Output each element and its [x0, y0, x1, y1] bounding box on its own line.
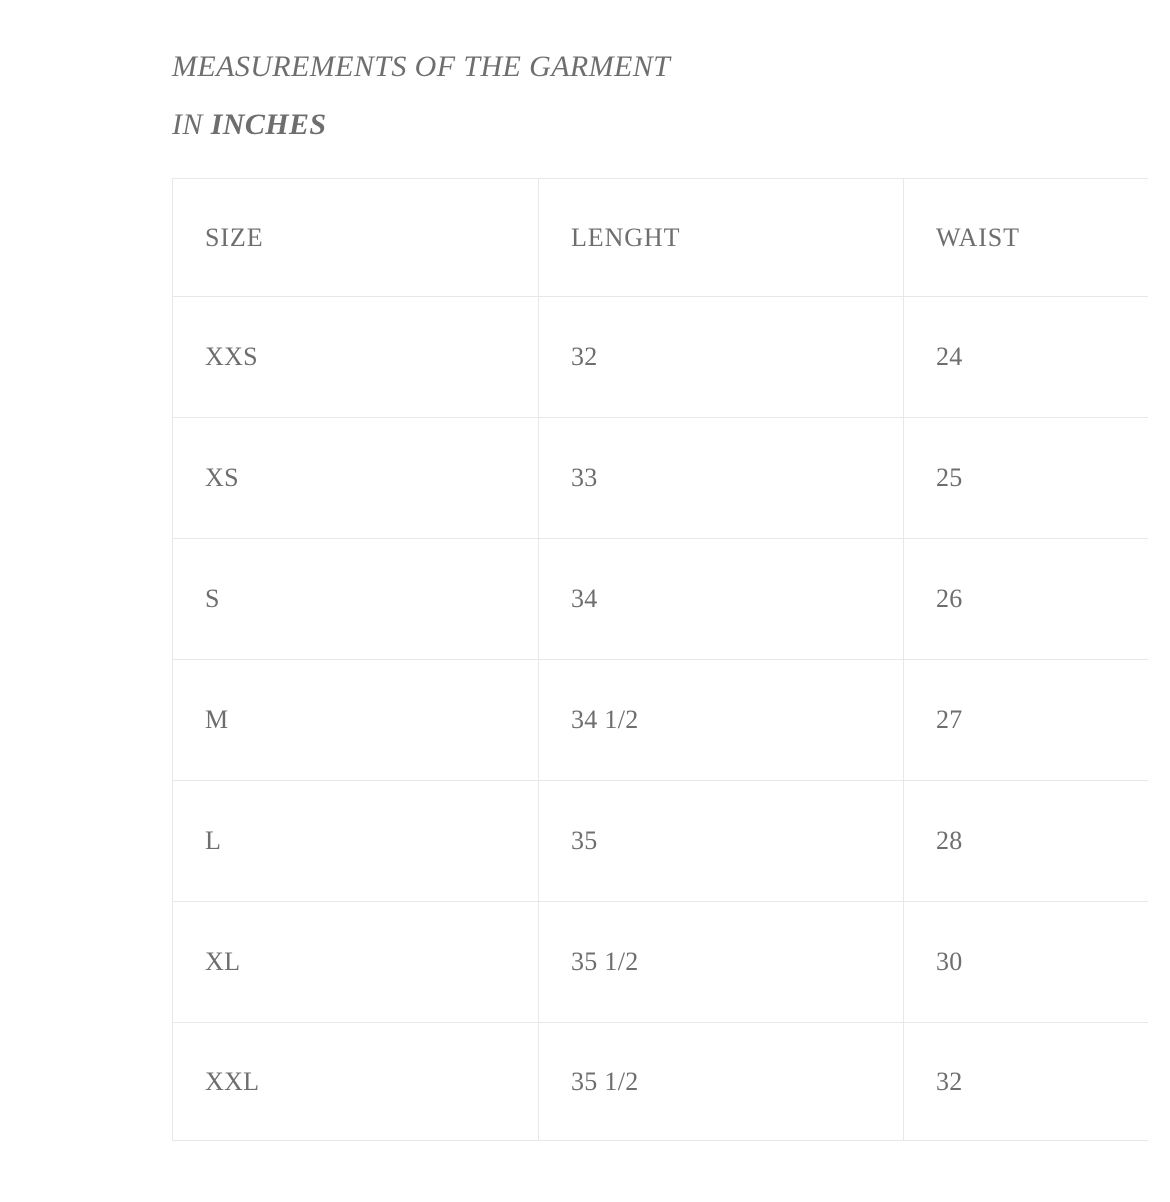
cell-size: XXS [172, 296, 539, 418]
table-row: XS 33 25 [172, 417, 1170, 539]
table-row: XXL 35 1/2 32 [172, 1022, 1170, 1141]
size-chart-container: SIZE LENGHT WAIST XXS 32 24 XS 33 25 S [172, 178, 1170, 1141]
cell-waist: 26 [903, 538, 1170, 660]
cell-length: 33 [538, 417, 904, 539]
cell-length: 35 1/2 [538, 901, 904, 1023]
title-line-1-text: MEASUREMENTS OF THE GARMENT [172, 50, 671, 83]
table-row: XXS 32 24 [172, 296, 1170, 418]
table-body: XXS 32 24 XS 33 25 S 34 26 M 34 1/2 [172, 296, 1170, 1141]
table-row: S 34 26 [172, 538, 1170, 660]
cell-size: XXL [172, 1022, 539, 1141]
cell-size: M [172, 659, 539, 781]
cell-size: XL [172, 901, 539, 1023]
title-line-2: IN INCHES [172, 96, 1072, 154]
size-chart-table: SIZE LENGHT WAIST XXS 32 24 XS 33 25 S [172, 178, 1170, 1141]
cell-waist: 27 [903, 659, 1170, 781]
viewport-right-clip [1148, 0, 1170, 1202]
column-header-waist: WAIST [903, 178, 1170, 297]
table-row: XL 35 1/2 30 [172, 901, 1170, 1023]
title-line-2-unit: INCHES [210, 108, 327, 141]
table-header-row: SIZE LENGHT WAIST [172, 178, 1170, 297]
cell-size: L [172, 780, 539, 902]
cell-length: 35 1/2 [538, 1022, 904, 1141]
cell-waist: 32 [903, 1022, 1170, 1141]
cell-size: S [172, 538, 539, 660]
title-line-1: MEASUREMENTS OF THE GARMENT [172, 38, 1072, 96]
cell-size: XS [172, 417, 539, 539]
table-header: SIZE LENGHT WAIST [172, 178, 1170, 297]
cell-length: 35 [538, 780, 904, 902]
cell-waist: 25 [903, 417, 1170, 539]
cell-length: 34 [538, 538, 904, 660]
title-line-2-prefix: IN [172, 108, 211, 141]
table-row: M 34 1/2 27 [172, 659, 1170, 781]
column-header-length: LENGHT [538, 178, 904, 297]
page-title: MEASUREMENTS OF THE GARMENT IN INCHES [172, 38, 1072, 154]
cell-length: 34 1/2 [538, 659, 904, 781]
table-row: L 35 28 [172, 780, 1170, 902]
cell-length: 32 [538, 296, 904, 418]
cell-waist: 28 [903, 780, 1170, 902]
column-header-size: SIZE [172, 178, 539, 297]
cell-waist: 30 [903, 901, 1170, 1023]
cell-waist: 24 [903, 296, 1170, 418]
